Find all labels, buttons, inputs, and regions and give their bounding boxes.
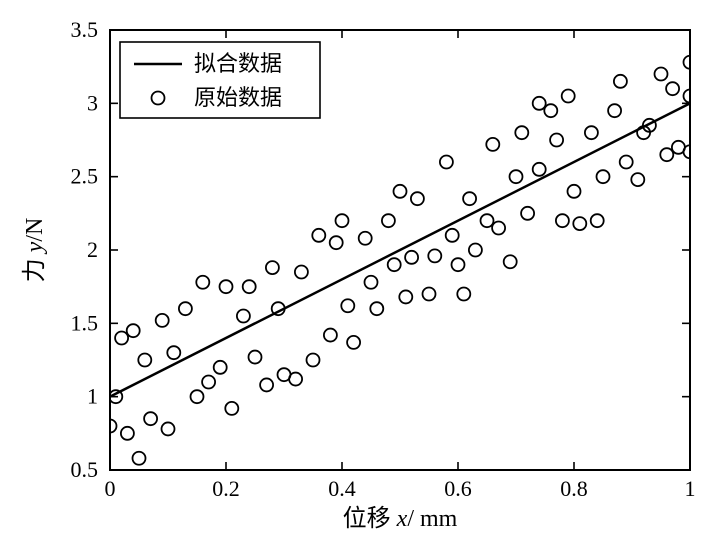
y-tick-label: 2 bbox=[87, 237, 98, 262]
y-tick-label: 1.5 bbox=[71, 310, 99, 335]
y-tick-label: 3 bbox=[87, 90, 98, 115]
y-tick-label: 0.5 bbox=[71, 457, 99, 482]
x-axis-label: 位移 x/ mm bbox=[343, 505, 458, 532]
chart-container: 0 0.2 0.4 0.6 0.8 1 0.5 1 1.5 2 2.5 3 3.5 位移 x/ mm 力 y… bbox=[0, 0, 720, 540]
x-tick-label: 0.8 bbox=[560, 476, 588, 501]
x-tick-label: 0 bbox=[105, 476, 116, 501]
y-tick-label: 3.5 bbox=[71, 17, 99, 42]
legend: 拟合数据原始数据 bbox=[120, 42, 320, 118]
x-tick-label: 0.2 bbox=[212, 476, 240, 501]
x-tick-label: 1 bbox=[685, 476, 696, 501]
scatter-chart: 0 0.2 0.4 0.6 0.8 1 0.5 1 1.5 2 2.5 3 3.5 位移 x/ mm 力 y… bbox=[0, 0, 720, 540]
legend-item-label: 原始数据 bbox=[194, 85, 282, 110]
x-tick-label: 0.4 bbox=[328, 476, 356, 501]
y-tick-label: 2.5 bbox=[71, 164, 99, 189]
y-axis-label: 力 y/N bbox=[21, 218, 48, 283]
y-tick-label: 1 bbox=[87, 384, 98, 409]
x-tick-label: 0.6 bbox=[444, 476, 472, 501]
legend-item-label: 拟合数据 bbox=[194, 51, 282, 76]
